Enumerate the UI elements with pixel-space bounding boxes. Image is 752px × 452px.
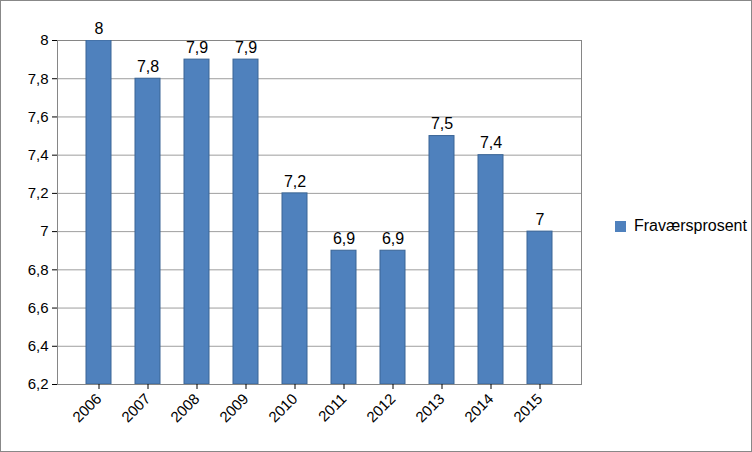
svg-text:2006: 2006 bbox=[69, 390, 105, 426]
svg-text:7,9: 7,9 bbox=[186, 39, 208, 56]
svg-text:6,2: 6,2 bbox=[28, 375, 49, 392]
svg-text:7,5: 7,5 bbox=[431, 115, 453, 132]
svg-text:7,4: 7,4 bbox=[480, 134, 502, 151]
svg-text:2014: 2014 bbox=[461, 390, 497, 426]
svg-text:2013: 2013 bbox=[412, 390, 448, 426]
svg-text:7,8: 7,8 bbox=[28, 70, 49, 87]
svg-text:7,2: 7,2 bbox=[28, 184, 49, 201]
svg-text:2008: 2008 bbox=[167, 390, 203, 426]
svg-text:6,9: 6,9 bbox=[382, 230, 404, 247]
svg-text:7,2: 7,2 bbox=[284, 173, 306, 190]
svg-text:7,4: 7,4 bbox=[28, 146, 49, 163]
html-text:Fraværsprosent: Fraværsprosent bbox=[634, 217, 747, 234]
svg-text:2010: 2010 bbox=[265, 390, 301, 426]
svg-text:7,8: 7,8 bbox=[137, 58, 159, 75]
svg-text:2015: 2015 bbox=[510, 390, 546, 426]
svg-text:6,6: 6,6 bbox=[28, 299, 49, 316]
svg-text:7,6: 7,6 bbox=[28, 108, 49, 125]
svg-text:2009: 2009 bbox=[216, 390, 252, 426]
svg-text:6,9: 6,9 bbox=[333, 230, 355, 247]
svg-text:6,4: 6,4 bbox=[28, 337, 49, 354]
svg-text:7: 7 bbox=[40, 222, 48, 239]
svg-text:6,8: 6,8 bbox=[28, 261, 49, 278]
svg-text:2007: 2007 bbox=[118, 390, 154, 426]
svg-text:7,9: 7,9 bbox=[235, 39, 257, 56]
svg-text:2012: 2012 bbox=[363, 390, 399, 426]
svg-text:7: 7 bbox=[536, 211, 545, 228]
svg-text:2011: 2011 bbox=[315, 390, 350, 425]
svg-text:8: 8 bbox=[95, 20, 104, 37]
svg-text:8: 8 bbox=[40, 31, 48, 48]
